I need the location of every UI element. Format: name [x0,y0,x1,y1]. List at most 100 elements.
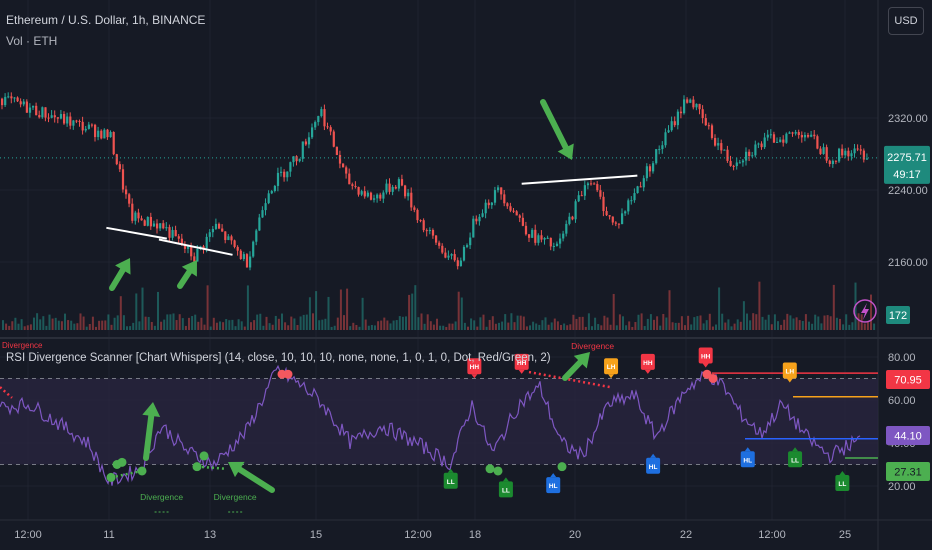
divergence-dot [137,466,147,476]
candle-body [379,194,382,199]
divergence-label: Divergence [214,492,257,502]
volume-bar [730,326,733,330]
volume-bar [507,322,510,330]
time-tick-label: 12:00 [14,529,42,541]
candle-body [115,154,118,165]
candle-body [549,237,552,247]
candle-body [335,146,338,155]
volume-bar [60,321,63,330]
volume-bar [265,316,268,330]
volume-bar [628,321,631,330]
candle-body [168,227,171,238]
volume-bar [696,316,699,330]
divergence-dot [199,451,209,461]
candle-body [177,236,180,239]
volume-bar [175,320,178,330]
candle-body [13,97,16,99]
candle-body [748,151,751,156]
pivot-label-text: LL [791,457,799,464]
pivot-label-tip [608,374,615,379]
volume-bar [172,313,175,330]
candle-body [137,212,140,219]
candle-body [534,229,537,243]
pivot-label-text: HH [470,364,480,371]
pivot-label-hh: HH [640,353,655,374]
candle-body [152,223,156,227]
candle-body [376,194,379,199]
currency-button[interactable]: USD [888,7,924,35]
pivot-label-tip [644,369,651,374]
volume-bar [504,314,507,330]
candle-body [47,117,50,119]
candle-body [326,126,329,128]
candle-body [810,134,813,137]
volume-bar [544,317,547,330]
volume-bar [649,314,652,330]
rsi-level-badge-red-text: 70.95 [894,375,922,387]
candle-body [865,158,869,160]
candle-body [726,149,729,161]
volume-bar [522,316,525,330]
pivot-label-text: LL [502,487,510,494]
candle-body [720,143,723,151]
volume-bar [535,323,538,330]
rsi-level-badge-red-bg [886,370,930,389]
volume-bar [98,320,101,330]
candle-body [738,162,741,164]
volume-bar [308,297,311,330]
volume-bar [253,320,256,330]
volume-bar [715,324,717,330]
pivot-label-hh: HH [467,358,482,379]
volume-bar [857,313,860,330]
pivot-label-text: LH [785,369,794,376]
divergence-label: Divergence [571,341,614,351]
candle-body [218,223,221,229]
volume-bar [225,319,228,330]
volume-bar [163,319,166,330]
candle-body [506,203,509,207]
candle-body [617,223,621,225]
volume-bar [281,313,283,330]
candle-body [667,130,670,133]
lightning-icon [853,299,877,323]
candle-body [648,166,652,172]
candle-body [769,134,772,136]
candle-body [59,114,63,119]
volume-bar [752,313,755,330]
candle-body [103,129,106,139]
candle-body [252,241,255,257]
pivot-label-text: HL [549,483,558,490]
pivot-label-tip [839,470,846,475]
volume-bar [811,323,814,330]
volume-bar [228,320,231,330]
volume-bar [569,324,572,330]
volume-bar [194,314,197,330]
volume-bar [705,320,708,330]
candle-body [772,134,776,143]
candle-body [404,185,407,197]
volume-bar [284,322,287,330]
volume-bar [85,326,88,330]
candle-body [190,246,193,257]
candle-body [670,121,673,131]
volume-bar [550,322,553,330]
volume-bar [296,325,299,330]
candle-body [140,218,143,221]
arrow-head [557,143,574,160]
candle-body [196,248,199,262]
candle-body [500,187,503,195]
candle-body [75,120,78,122]
candle-body [273,185,276,192]
candle-body [797,132,800,136]
candle-body [586,183,590,186]
candle-body [435,235,438,243]
volume-bar [305,314,308,330]
volume-bar [243,326,246,330]
candle-body [25,101,28,113]
candle-body [599,190,602,197]
candle-body [236,246,239,251]
volume-bar [457,291,460,330]
price-tick-label: 2160.00 [888,257,928,269]
volume-bar [70,320,73,330]
